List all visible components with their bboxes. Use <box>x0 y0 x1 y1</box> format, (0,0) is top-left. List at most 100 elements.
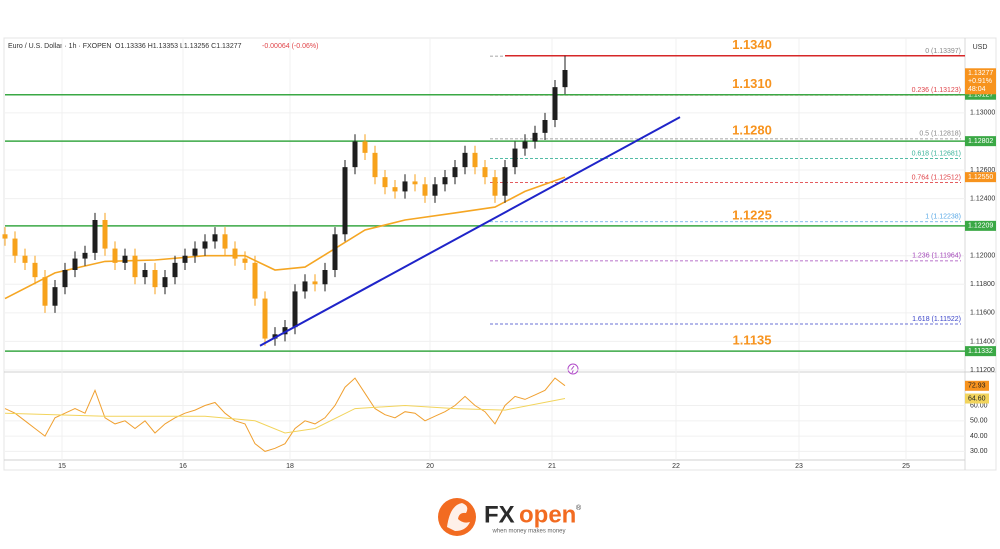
price-tag <box>965 220 996 231</box>
rsi-tag-label: 64.60 <box>968 395 986 402</box>
rsi-tick-label: 50.00 <box>970 418 988 425</box>
fib-label: 0 (1.13397) <box>925 48 961 55</box>
price-tag <box>965 346 996 357</box>
trendline <box>259 116 681 347</box>
price-tag-label: 1.11332 <box>968 348 993 355</box>
price-tag <box>965 136 996 147</box>
candle-body <box>152 270 158 288</box>
candle-body <box>162 277 168 288</box>
y-tick-label: 1.11600 <box>970 310 995 317</box>
candle-body <box>182 255 188 263</box>
symbol: Euro / U.S. Dollar · 1h · FXOPEN <box>8 43 111 50</box>
price-tag-label: 1.13277 <box>968 70 993 77</box>
rsi-ma-line <box>4 398 566 434</box>
candle-body <box>2 234 8 239</box>
candle-body <box>82 252 88 259</box>
candle-body <box>362 141 368 153</box>
logo-brand: FX <box>484 501 515 528</box>
logo-brand: open <box>519 501 576 528</box>
candle-body <box>492 177 498 196</box>
candle-body <box>312 281 318 285</box>
candle-body <box>22 255 28 263</box>
candle-body <box>532 132 538 142</box>
fib-label: 1 (1.12238) <box>925 214 961 221</box>
logo-mark: ® <box>576 504 582 512</box>
axis-label: USD <box>973 44 988 51</box>
price-tag <box>965 172 996 183</box>
candle-body <box>222 234 228 249</box>
y-tick-label: 1.12400 <box>970 195 995 202</box>
level-label: 1.1280 <box>732 123 772 138</box>
price-tag <box>965 89 996 100</box>
candle-body <box>542 120 548 133</box>
rsi-tick-label: 30.00 <box>970 448 988 455</box>
y-tick-label: 1.11200 <box>970 367 995 374</box>
candle-body <box>102 220 108 249</box>
candle-body <box>432 184 438 196</box>
moving-average <box>4 176 566 300</box>
x-tick-label: 21 <box>548 463 556 470</box>
candle-body <box>112 248 118 263</box>
candle-body <box>392 187 398 192</box>
candle-body <box>332 234 338 270</box>
candle-body <box>132 255 138 278</box>
level-label: 1.1340 <box>732 37 772 52</box>
candle-body <box>402 181 408 192</box>
price-tag-extra: 48:04 <box>968 86 986 93</box>
rsi-tick-label: 60.00 <box>970 402 988 409</box>
candle-body <box>212 234 218 242</box>
y-tick-label: 1.11800 <box>970 281 995 288</box>
ohlc: O1.13336 H1.13353 L1.13256 C1.13277 <box>115 43 242 50</box>
y-tick-label: 1.11400 <box>970 338 995 345</box>
candle-body <box>412 181 418 185</box>
fib-label: 0.764 (1.12512) <box>912 174 961 181</box>
price-tag <box>965 68 996 95</box>
x-tick-label: 23 <box>795 463 803 470</box>
level-label: 1.1225 <box>732 207 772 222</box>
candle-body <box>192 248 198 256</box>
logo-icon <box>438 498 476 536</box>
candle-body <box>322 270 328 285</box>
price-tag-label: 1.12209 <box>968 223 993 230</box>
y-tick-label: 1.13000 <box>970 110 995 117</box>
candle-body <box>92 220 98 253</box>
candle-body <box>172 262 178 278</box>
candle-body <box>62 270 68 288</box>
candle-body <box>422 184 428 196</box>
candle-body <box>452 167 458 178</box>
fib-label: 1.618 (1.11522) <box>912 316 961 323</box>
fib-label: 0.618 (1.12681) <box>912 150 961 157</box>
candle-body <box>552 87 558 120</box>
y-tick-label: 1.12000 <box>970 253 995 260</box>
candle-body <box>562 70 568 88</box>
candle-body <box>282 327 288 335</box>
price-tag-label: 1.13127 <box>968 92 993 99</box>
logo-tagline: when money makes money <box>491 529 565 535</box>
price-tag-extra: +0.91% <box>968 78 992 85</box>
price-tag-label: 1.12802 <box>968 138 993 145</box>
candle-body <box>342 167 348 235</box>
fib-label: 0.5 (1.12818) <box>919 131 961 138</box>
fib-label: 0.236 (1.13123) <box>912 87 961 94</box>
fib-label: 1.236 (1.11964) <box>912 253 961 260</box>
x-tick-label: 25 <box>902 463 910 470</box>
candle-body <box>302 281 308 292</box>
candle-body <box>442 177 448 185</box>
level-label: 1.1310 <box>732 76 772 91</box>
candle-body <box>262 298 268 339</box>
price-tag-label: 1.12550 <box>968 174 993 181</box>
candle-body <box>72 258 78 270</box>
x-tick-label: 18 <box>286 463 294 470</box>
candle-body <box>12 238 18 256</box>
rsi-tick-label: 40.00 <box>970 433 988 440</box>
candle-body <box>42 277 48 306</box>
candle-body <box>512 148 518 168</box>
candle-body <box>352 141 358 168</box>
x-tick-label: 22 <box>672 463 680 470</box>
candle-body <box>502 167 508 196</box>
candle-body <box>52 287 58 306</box>
x-tick-label: 15 <box>58 463 66 470</box>
rsi-tag-label: 72.93 <box>968 383 986 390</box>
